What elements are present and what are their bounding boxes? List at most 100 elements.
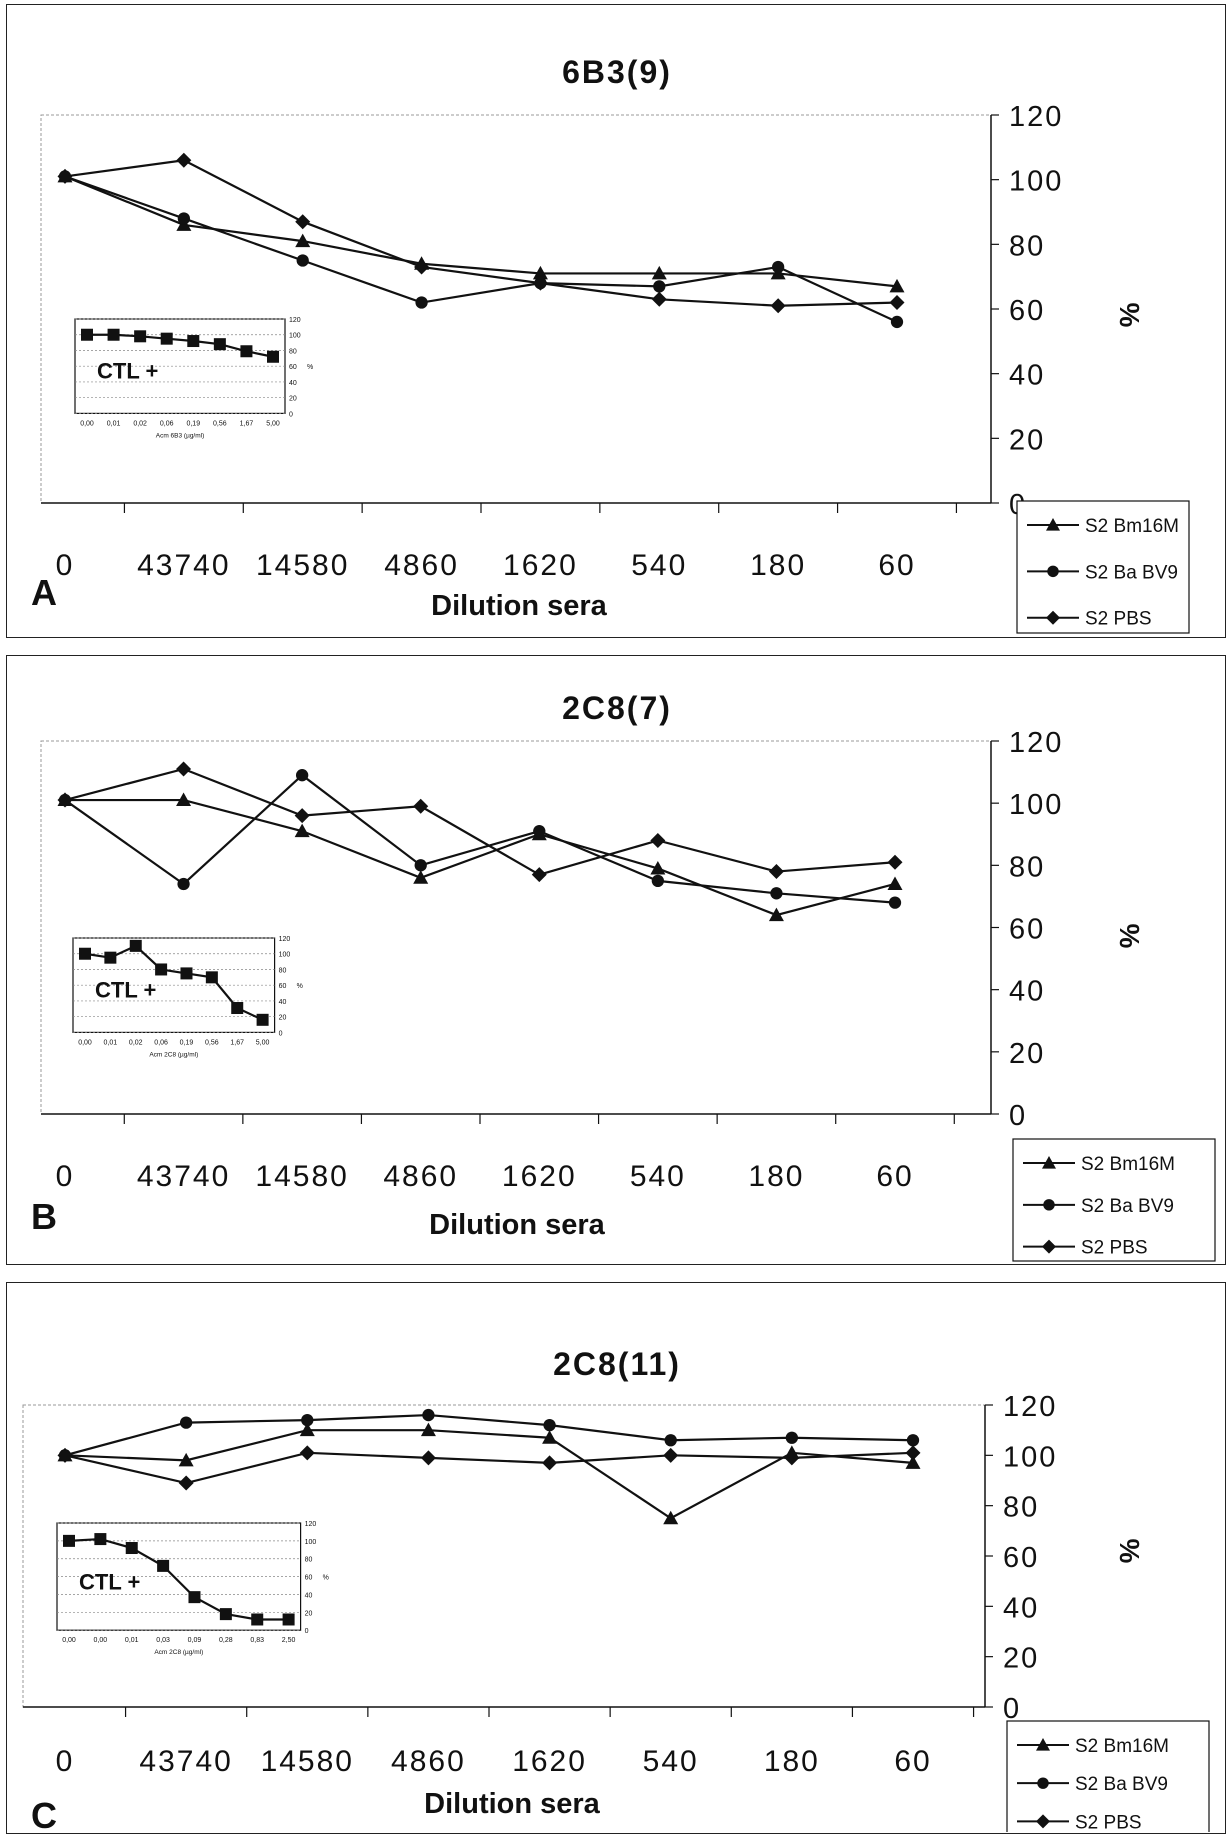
inset-y-tick-label: 40 [305, 1592, 313, 1599]
x-tick-label: 60 [894, 1745, 931, 1778]
data-point [294, 808, 310, 824]
y-tick-label: 40 [1003, 1592, 1039, 1624]
x-tick-label: 14580 [255, 1160, 348, 1193]
y-axis-label: % [1114, 1539, 1145, 1564]
legend-marker [1043, 1199, 1055, 1211]
x-tick-label: 180 [748, 1160, 804, 1193]
inset-data-point [129, 939, 142, 952]
inset-data-point [251, 1613, 264, 1626]
x-tick-label: 60 [876, 1160, 913, 1193]
data-point [176, 792, 192, 807]
series-line [64, 159, 898, 307]
y-tick-label: 20 [1009, 1038, 1045, 1070]
series-line [64, 175, 898, 323]
series-line [65, 798, 896, 917]
data-point [785, 1431, 799, 1444]
inset-x-tick-label: 1,67 [240, 420, 254, 427]
data-point [770, 887, 783, 900]
data-point [57, 792, 73, 808]
inset-x-tick-label: 0,06 [154, 1039, 168, 1046]
data-point [414, 259, 430, 275]
chart-title: 2C8(7) [562, 690, 672, 726]
y-tick-label: 80 [1009, 851, 1045, 883]
inset-data-point [282, 1613, 295, 1626]
x-tick-label: 540 [631, 549, 687, 582]
inset-y-tick-label: 0 [305, 1628, 309, 1635]
legend-marker [1037, 1777, 1049, 1789]
series-line [64, 773, 896, 904]
data-point [906, 1434, 920, 1447]
inset-data-point [256, 1013, 269, 1026]
data-point [295, 769, 309, 782]
y-tick-label: 120 [1009, 101, 1063, 133]
inset-x-tick-label: 0,01 [107, 420, 121, 427]
x-tick-label: 180 [750, 549, 806, 582]
panel-label: B [31, 1196, 57, 1237]
y-axis-label: % [1114, 303, 1145, 328]
y-tick-label: 80 [1009, 230, 1045, 262]
x-tick-label: 0 [56, 1160, 75, 1193]
data-point [57, 168, 73, 184]
inset-y-tick-label: 80 [289, 348, 297, 355]
y-tick-label: 100 [1009, 789, 1063, 821]
x-tick-label: 4860 [383, 1160, 458, 1193]
inset-data-point [231, 1002, 244, 1015]
x-tick-label: 180 [764, 1745, 820, 1778]
x-tick-label: 14580 [256, 549, 349, 582]
legend-marker [1046, 518, 1060, 531]
data-point [905, 1455, 921, 1469]
inset-x-tick-label: 0,01 [104, 1039, 118, 1046]
data-point [296, 254, 309, 267]
inset-y-tick-label: 0 [279, 1030, 283, 1037]
legend-label: S2 PBS [1081, 1238, 1148, 1259]
data-point [543, 1418, 556, 1432]
data-point [532, 275, 548, 291]
plot-frame [40, 114, 992, 504]
series-line [64, 767, 896, 876]
data-point [887, 876, 903, 890]
series-line [64, 1429, 914, 1520]
y-tick-label: 20 [1009, 424, 1045, 456]
x-tick-label: 43740 [137, 549, 230, 582]
data-point [663, 1510, 679, 1525]
inset-data-point [63, 1534, 75, 1547]
legend-label: S2 Bm16M [1085, 516, 1179, 537]
y-tick-label: 0 [1003, 1693, 1021, 1725]
chart-title: 6B3(9) [562, 54, 672, 90]
series-line [64, 1451, 914, 1485]
panel-label: C [31, 1795, 57, 1832]
data-point [413, 870, 429, 884]
inset-annotation: CTL + [95, 977, 156, 1002]
data-point [531, 867, 547, 883]
data-point [295, 233, 311, 248]
legend-label: S2 PBS [1075, 1812, 1142, 1832]
series-line [64, 1413, 914, 1457]
inset-x-label: Acm 2C8 (µg/ml) [149, 1051, 198, 1058]
data-point [889, 278, 905, 293]
inset-data-point [240, 345, 253, 358]
inset-data-point [155, 963, 168, 976]
data-point [295, 214, 311, 230]
inset-y-tick-label: 80 [305, 1557, 313, 1564]
inset-y-tick-label: 100 [279, 952, 291, 959]
legend-box [1016, 500, 1190, 634]
inset-y-label: % [307, 364, 313, 371]
x-tick-label: 14580 [261, 1745, 354, 1778]
legend-label: S2 Ba BV9 [1081, 1196, 1174, 1217]
chart-a-svg: 0 20 40 60 80 100 120 0 43740 14580 4860 1620 540 180… [31, 54, 1190, 634]
inset-x-tick-label: 0,19 [180, 1039, 194, 1046]
inset-y-tick-label: 100 [289, 333, 301, 340]
data-point [651, 291, 667, 307]
data-point [176, 761, 192, 777]
x-tick-label: 540 [643, 1745, 699, 1778]
inset-x-tick-label: 0,00 [78, 1039, 92, 1046]
inset-y-tick-label: 0 [289, 411, 293, 418]
y-tick-label: 60 [1009, 295, 1045, 327]
legend-marker [1036, 1814, 1050, 1829]
data-point [413, 798, 429, 814]
data-point [420, 1422, 436, 1437]
inset-data-point [267, 350, 279, 363]
y-tick-label: 120 [1009, 727, 1063, 759]
data-point [768, 864, 784, 880]
data-point [414, 859, 427, 872]
